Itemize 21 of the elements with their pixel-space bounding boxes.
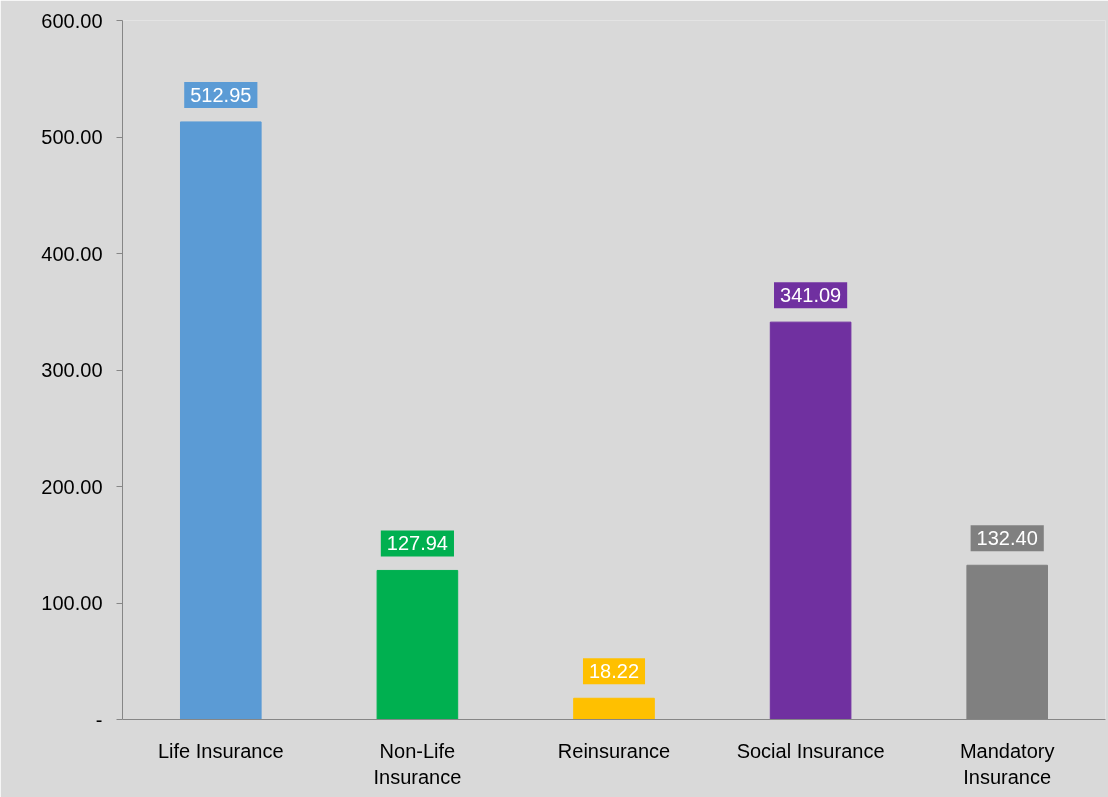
y-tick-label: 300.00 bbox=[41, 359, 103, 381]
y-tick-label: 200.00 bbox=[41, 475, 103, 498]
x-tick-label: Reinsurance bbox=[557, 739, 671, 762]
bar bbox=[573, 697, 655, 720]
x-tick-label: Non-Life Insurance bbox=[373, 739, 462, 788]
y-tick-label: - bbox=[95, 708, 103, 731]
x-tick-label: Social Insurance bbox=[736, 739, 885, 762]
bar bbox=[376, 569, 459, 720]
bar bbox=[180, 121, 262, 720]
y-tick-label: 600.00 bbox=[41, 9, 103, 32]
y-tick-label: 100.00 bbox=[41, 592, 103, 614]
y-tick-label: 500.00 bbox=[41, 126, 103, 148]
data-label: 512.95 bbox=[190, 83, 252, 106]
x-tick-label: Life Insurance bbox=[157, 739, 284, 762]
data-label: 18.22 bbox=[588, 660, 640, 683]
bar bbox=[769, 321, 852, 720]
x-tick-label: Mandatory Insurance bbox=[959, 739, 1055, 788]
data-label: 341.09 bbox=[780, 284, 842, 307]
data-label: 127.94 bbox=[386, 532, 448, 555]
data-label: 132.40 bbox=[976, 527, 1038, 550]
y-tick-label: 400.00 bbox=[41, 242, 103, 265]
